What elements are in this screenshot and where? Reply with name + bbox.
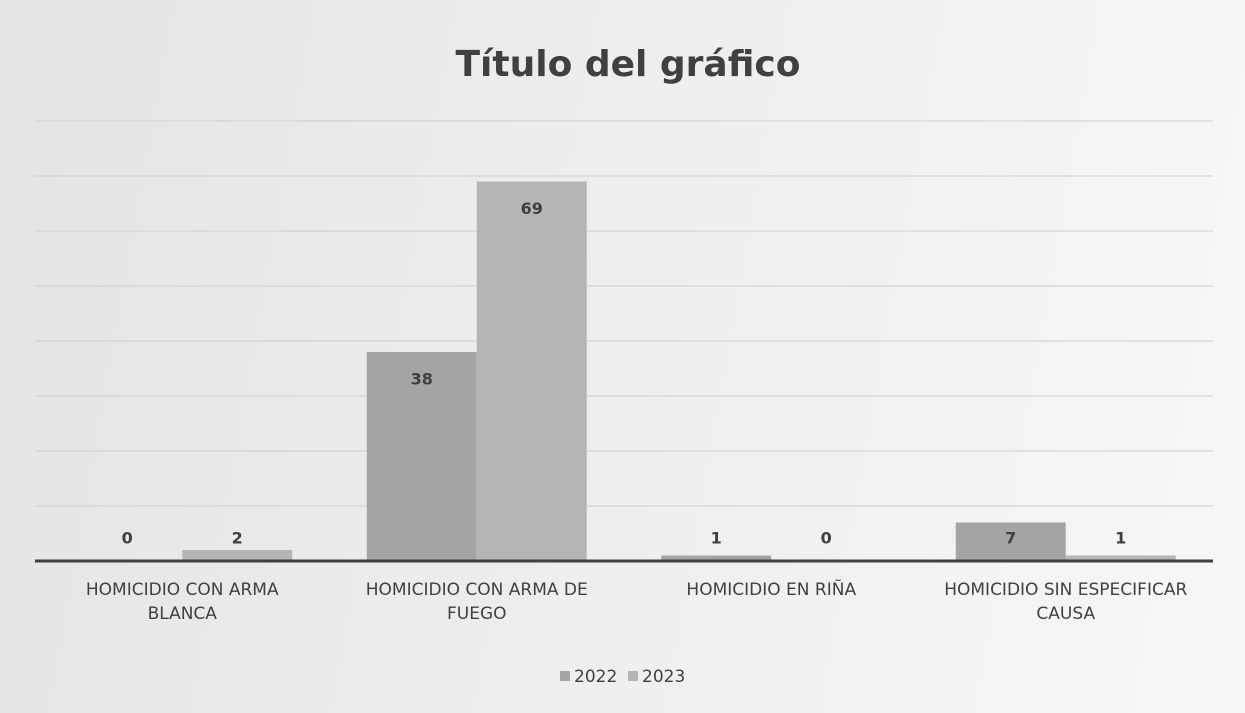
data-label: 38 [411,370,433,389]
data-label: 1 [1115,529,1126,548]
data-label: 1 [711,529,722,548]
bar [661,555,772,561]
data-label: 69 [521,199,543,218]
legend-label: 2023 [642,667,685,687]
data-label: 0 [122,529,133,548]
bar [476,181,587,561]
data-label: 2 [232,529,243,548]
chart-title: Título del gráfico [456,44,801,85]
legend-swatch [560,671,570,681]
bar [955,522,1066,561]
bar [366,352,477,561]
legend-swatch [628,671,638,681]
bar [182,550,293,561]
data-label: 7 [1005,529,1016,548]
x-tick-label: HOMICIDIO CON ARMA BLANCA [85,580,279,624]
data-label: 0 [821,529,832,548]
legend-label: 2022 [574,667,617,687]
x-tick-label: HOMICIDIO CON ARMA DE FUEGO [365,580,588,624]
x-tick-label: HOMICIDIO SIN ESPECIFICAR CAUSA [944,580,1188,624]
bar [1065,555,1176,561]
x-tick-label: HOMICIDIO EN RIÑA [686,580,857,600]
